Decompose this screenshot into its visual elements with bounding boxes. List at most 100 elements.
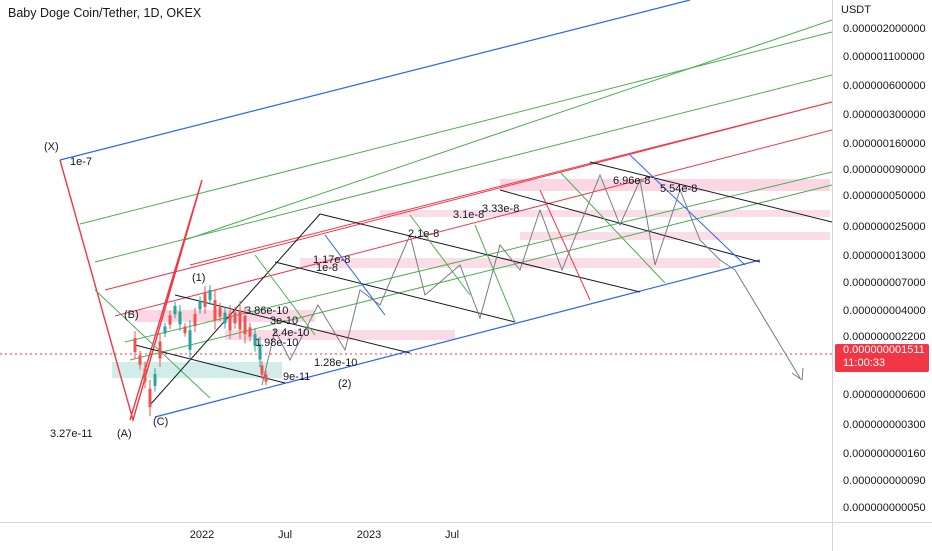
price-tick: 0.000000000300 xyxy=(843,419,926,431)
price-label: 3e-10 xyxy=(270,315,298,327)
price-label: 1.98e-10 xyxy=(255,337,298,349)
zone-pink xyxy=(520,232,830,240)
candle-body xyxy=(178,311,182,325)
candle-body xyxy=(264,374,268,382)
price-tick: 0.000000007000 xyxy=(843,277,926,289)
candle-body xyxy=(138,355,142,365)
zone-pink xyxy=(300,258,720,268)
zone-pink xyxy=(380,210,830,217)
time-label: 2022 xyxy=(189,529,215,541)
price-label: 3.86e-10 xyxy=(245,305,288,317)
candle-body xyxy=(260,365,264,375)
price-label: 1.28e-10 xyxy=(314,357,357,369)
candle-body xyxy=(233,312,237,324)
current-price-tag: 0.000000001511 11:00:33 xyxy=(835,344,929,372)
projection-arrowhead xyxy=(791,372,803,381)
price-tick: 0.000000050000 xyxy=(843,190,926,202)
price-tick: 0.000000002200 xyxy=(843,331,926,343)
price-tick: 0.000000300000 xyxy=(843,109,926,121)
candle-body xyxy=(183,326,187,334)
candle-body xyxy=(253,334,257,346)
current-price-value: 0.000000001511 xyxy=(843,344,925,356)
fib-line xyxy=(114,129,833,317)
pitchfork-line xyxy=(499,189,761,263)
projection-path xyxy=(261,173,801,386)
price-label: 2.1e-8 xyxy=(408,228,439,240)
candle-body xyxy=(208,290,212,300)
fib-line xyxy=(124,171,833,343)
channel-line xyxy=(154,259,761,418)
candle-body xyxy=(153,374,157,386)
cross-line xyxy=(324,234,386,316)
price-label: 9e-11 xyxy=(283,371,310,383)
wave-label-1: (1) xyxy=(192,272,205,284)
zone-pink xyxy=(225,330,455,340)
candle-body xyxy=(188,330,192,350)
candle-body xyxy=(148,388,152,408)
candle-body xyxy=(143,368,147,382)
price-tick: 0.000000000090 xyxy=(843,475,926,487)
price-label: 1e-7 xyxy=(70,156,92,168)
zone-pink xyxy=(500,179,830,191)
candle-body xyxy=(228,313,232,331)
cross-line xyxy=(254,254,316,336)
price-axis[interactable]: USDT 0.000002000000 0.000001100000 0.000… xyxy=(832,0,932,522)
fib-line xyxy=(189,101,833,266)
candle-body xyxy=(238,310,242,330)
symbol-title: Baby Doge Coin/Tether, 1D, OKEX xyxy=(8,6,202,20)
price-tick: 0.000000000160 xyxy=(843,448,926,460)
price-tick: 0.000000090000 xyxy=(843,164,926,176)
time-label: 2023 xyxy=(356,529,382,541)
candle-body xyxy=(213,300,217,320)
candle-body xyxy=(223,312,227,324)
price-tick: 0.000001100000 xyxy=(843,51,925,63)
price-label: 1e-8 xyxy=(316,262,338,274)
wave-label-b: (B) xyxy=(124,309,139,321)
fib-line xyxy=(184,19,833,241)
cross-line xyxy=(474,224,516,323)
fib-line xyxy=(129,184,833,361)
candle-body xyxy=(163,326,167,334)
wave-label-a: (A) xyxy=(117,428,132,440)
wave-label-x: (X) xyxy=(44,141,59,153)
projection-arrowhead xyxy=(801,367,804,381)
time-label: Jul xyxy=(277,529,293,541)
price-label: 1.17e-8 xyxy=(313,254,350,266)
candle-body xyxy=(248,327,252,337)
price-tick: 0.000000600000 xyxy=(843,80,926,92)
fib-line xyxy=(94,74,833,263)
axis-corner xyxy=(832,522,932,551)
candle-countdown: 11:00:33 xyxy=(843,357,886,369)
wave-structure xyxy=(94,289,211,399)
price-tick: 0.000000000050 xyxy=(843,502,926,514)
price-tick: 0.000000000600 xyxy=(843,389,926,401)
cross-line xyxy=(539,189,591,301)
chart-pane[interactable]: (X) 1e-7 (B) (A) 3.27e-11 (C) (1) (2) 3.… xyxy=(0,0,833,522)
candle-body xyxy=(168,315,172,325)
candle-body xyxy=(203,293,207,307)
time-axis[interactable]: 2022 Jul 2023 Jul xyxy=(0,522,832,551)
price-tick: 0.000000025000 xyxy=(843,221,926,233)
candle-body xyxy=(193,313,197,327)
price-axis-unit: USDT xyxy=(841,4,871,16)
fib-line xyxy=(79,31,833,225)
price-tick: 0.000002000000 xyxy=(843,23,926,35)
price-tick: 0.000000013000 xyxy=(843,250,926,262)
price-label: 5.54e-8 xyxy=(660,183,697,195)
wave-label-2: (2) xyxy=(338,378,351,390)
price-tick: 0.000000160000 xyxy=(843,138,926,150)
price-tick: 0.000000004000 xyxy=(843,305,926,317)
pitchfork-line xyxy=(274,261,516,323)
candle-body xyxy=(158,341,162,359)
fib-line xyxy=(104,101,833,291)
candle-body xyxy=(198,300,202,310)
wave-label-c: (C) xyxy=(153,416,168,428)
wave-structure xyxy=(59,159,203,423)
candle-body xyxy=(173,305,177,315)
price-label: 3.1e-8 xyxy=(453,209,484,221)
chart-svg[interactable]: (X) 1e-7 (B) (A) 3.27e-11 (C) (1) (2) 3.… xyxy=(0,0,833,522)
price-label: 3.27e-11 xyxy=(50,428,93,440)
candle-body xyxy=(133,338,137,352)
candle-series xyxy=(133,285,268,417)
price-label: 3.33e-8 xyxy=(482,203,519,215)
